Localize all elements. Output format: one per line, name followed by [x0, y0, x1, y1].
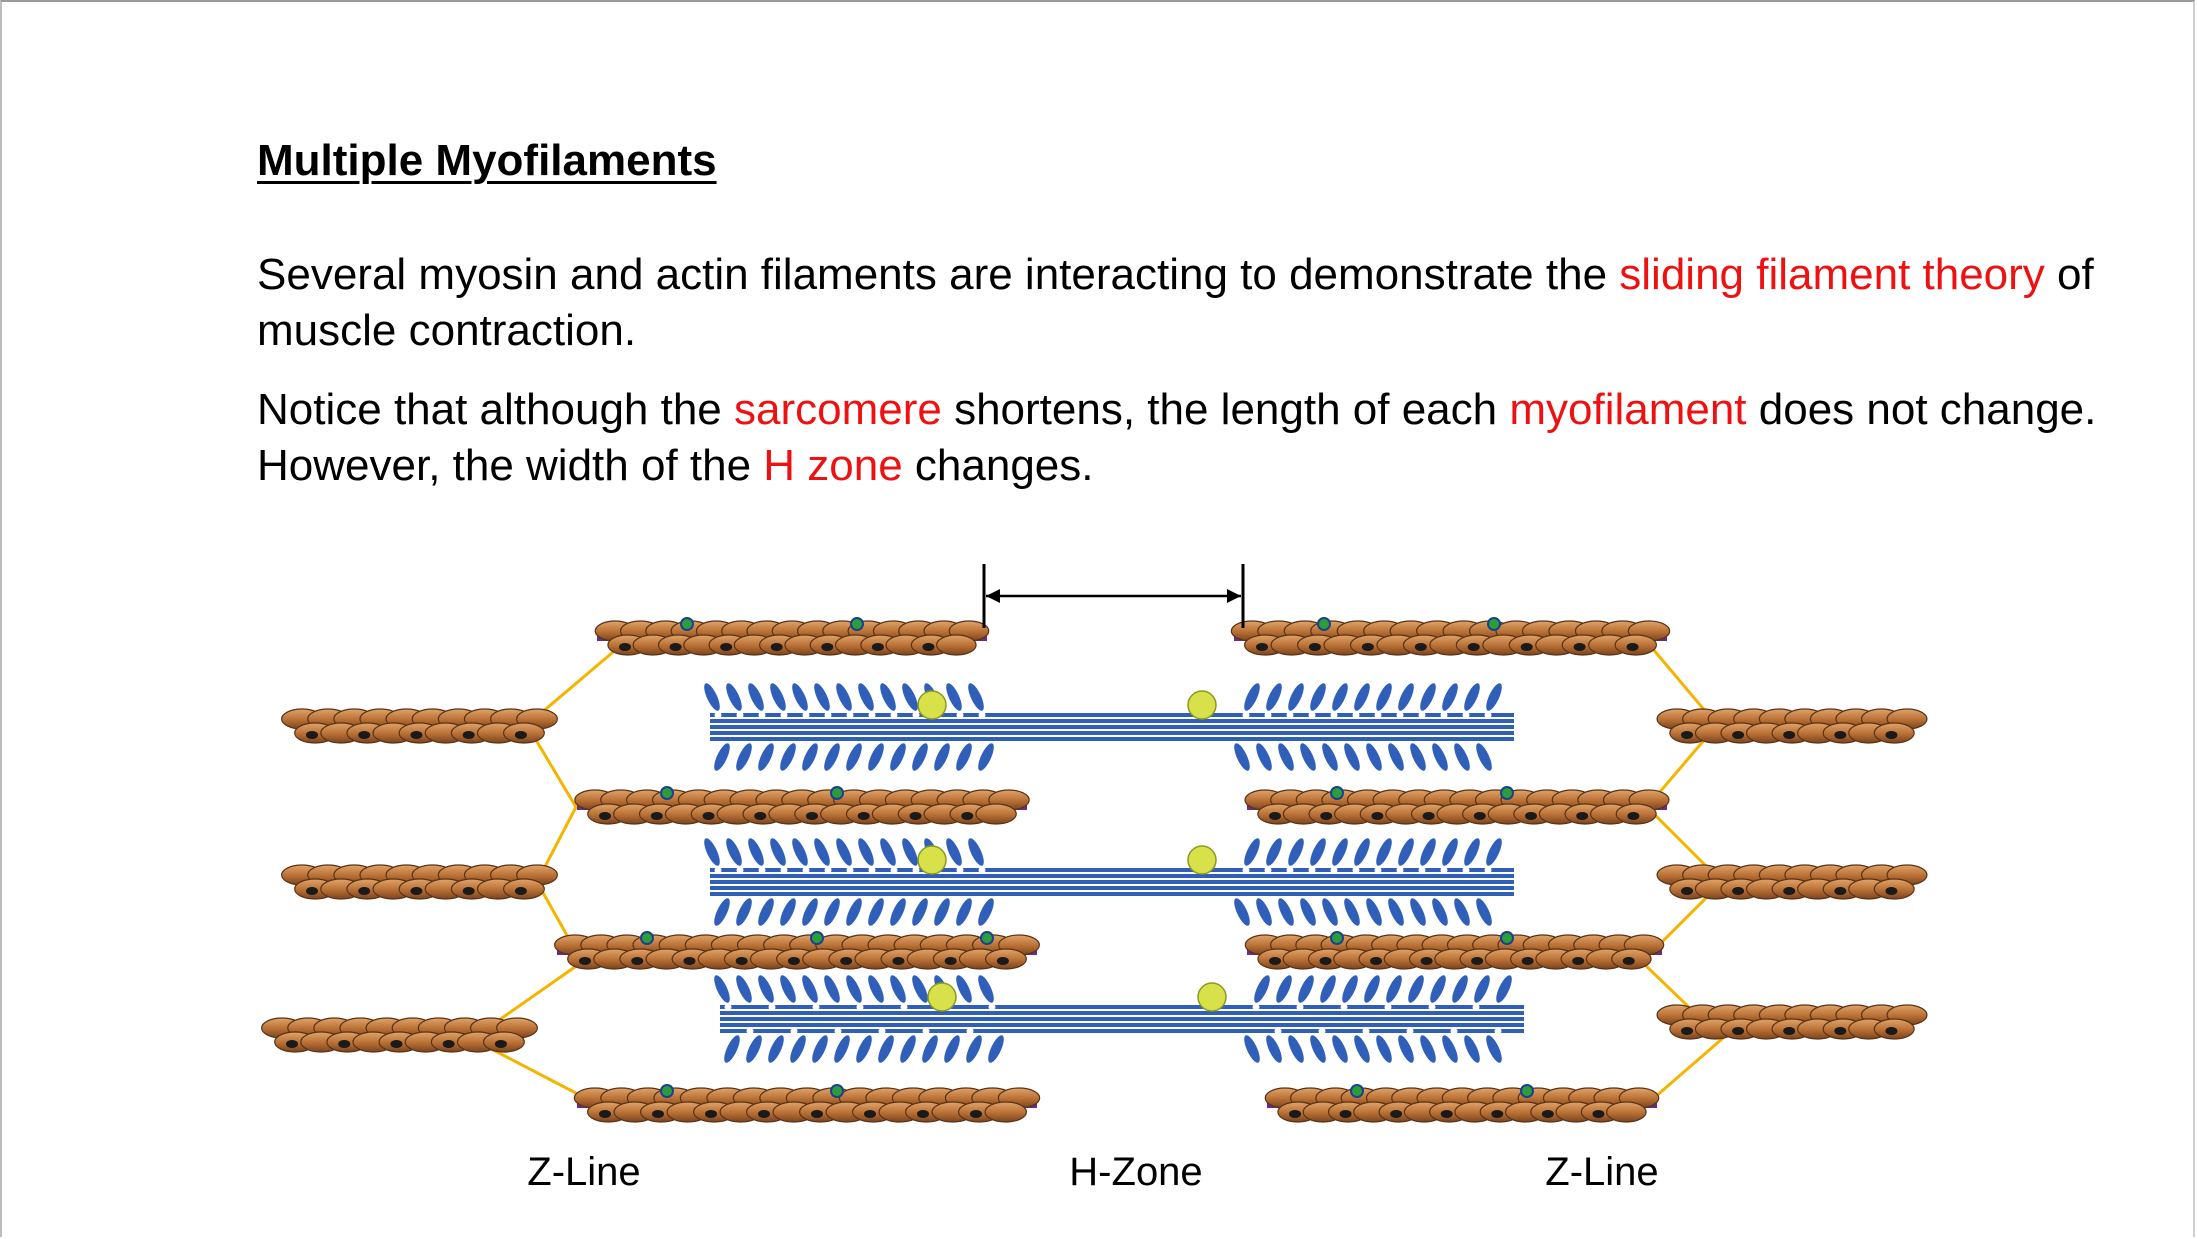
term-sarcomere: sarcomere [734, 385, 942, 434]
term-myofilament: myofilament [1509, 385, 1747, 434]
outer-actin-left-1 [281, 708, 558, 744]
actin-right-4 [1264, 1084, 1660, 1123]
actin-left-3 [554, 931, 1040, 970]
actin-left-1-beads [594, 620, 990, 656]
actin-right-3 [1244, 931, 1665, 970]
actin-left-4-beads [573, 1087, 1041, 1123]
h-zone-marker [982, 564, 1245, 628]
intro-text-2: of muscle contraction. [257, 250, 2094, 355]
intro-text-1: Several myosin and actin filaments are i… [257, 250, 1620, 299]
term-h-zone: H zone [763, 441, 903, 490]
z-line-left-label: Z-Line [527, 1150, 640, 1194]
actin-right-1 [1230, 617, 1671, 656]
actin-right-1-beads [1230, 620, 1671, 656]
outer-actin-right-1 [1656, 708, 1928, 744]
myosin-filaments [704, 683, 1524, 1063]
actin-right-4-beads [1264, 1087, 1660, 1123]
actin-left-1 [594, 617, 990, 656]
notice-text-4: changes. [902, 441, 1094, 490]
z-line-right-label: Z-Line [1545, 1150, 1658, 1194]
notice-text-3: does not change. However, the width of t… [257, 385, 2097, 490]
outer-actin-left-3 [261, 1017, 538, 1053]
outer-actin-right-2 [1656, 864, 1928, 900]
myosin-1 [704, 683, 1514, 771]
notice-paragraph: Notice that although the sarcomere short… [257, 382, 2157, 494]
actin-right-2-beads [1244, 789, 1670, 825]
notice-text-2: shortens, the length of each [941, 385, 1510, 434]
outer-actin-left-2 [281, 864, 558, 900]
actin-left-2 [574, 786, 1030, 825]
actin-left-2-beads [574, 789, 1030, 825]
sarcomere-diagram: Z-Line H-Zone Z-Line [261, 564, 1928, 1194]
actin-left-4 [573, 1084, 1041, 1123]
notice-text-1: Notice that although the [257, 385, 734, 434]
intro-paragraph: Several myosin and actin filaments are i… [257, 247, 2157, 359]
actin-right-3-beads [1244, 934, 1665, 970]
term-sliding-filament-theory: sliding filament theory [1619, 250, 2045, 299]
slide-title: Multiple Myofilaments [257, 136, 717, 185]
actin-left-3-beads [554, 934, 1040, 970]
outer-actin-right-3 [1656, 1004, 1928, 1040]
h-zone-label: H-Zone [1069, 1150, 1202, 1194]
actin-filaments [261, 617, 1928, 1123]
myosin-3 [714, 975, 1524, 1063]
actin-right-2 [1244, 786, 1670, 825]
myosin-2 [704, 838, 1514, 926]
